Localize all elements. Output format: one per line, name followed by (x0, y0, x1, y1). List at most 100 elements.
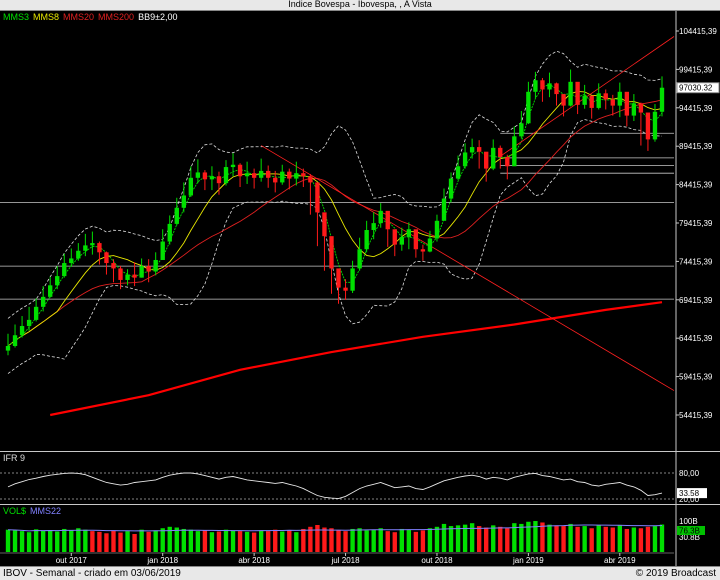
candle-body (223, 167, 229, 184)
candle-body (554, 83, 559, 95)
volume-bar (139, 529, 144, 552)
volume-bar (188, 529, 194, 552)
panel-divider-volume (0, 504, 720, 505)
candle-body (399, 236, 404, 245)
volume-bar (237, 531, 243, 552)
volume-bar (223, 529, 229, 552)
candle-body (195, 172, 201, 178)
candle-body (202, 172, 208, 180)
current-price-label: 97030.32 (679, 84, 713, 93)
ifr-line (7, 472, 663, 500)
x-tick-label: abr 2018 (238, 556, 270, 565)
candle-body (139, 266, 144, 278)
volume-bar (287, 530, 292, 552)
volume-bar (526, 521, 531, 552)
x-tick-label: jan 2019 (512, 556, 544, 565)
candle-body (484, 151, 489, 169)
candle-body (561, 94, 566, 106)
candle-body (273, 177, 278, 183)
candle-body (237, 164, 243, 177)
footer-copyright: © 2019 Broadcast (635, 568, 716, 579)
price-chart[interactable]: 104415,39 99415,39 94415,39 89415,39 84415,3… (0, 11, 720, 451)
volume-bar (554, 525, 559, 552)
candle-body (287, 171, 292, 179)
mms20-line (7, 99, 663, 347)
y-tick-label: 54415,39 (679, 411, 713, 420)
candle-body (364, 230, 369, 250)
candle-body (596, 93, 601, 108)
candle-body (624, 91, 630, 116)
volume-bar (111, 530, 116, 552)
candle-body (645, 112, 651, 140)
candle-body (512, 136, 517, 167)
y-tick-label: 79415,39 (679, 219, 713, 228)
trendline (260, 145, 675, 391)
volume-bar (462, 524, 468, 552)
candle-body (69, 258, 74, 264)
y-tick-label: 104415,39 (679, 27, 717, 36)
volume-bar (448, 526, 454, 552)
candle-body (294, 173, 299, 179)
candle-body (132, 274, 137, 278)
volume-bar (371, 529, 376, 552)
candle-body (125, 274, 130, 280)
volume-bar (40, 530, 46, 552)
volume-bar (399, 528, 404, 552)
volume-bar (350, 528, 355, 552)
volume-bar (294, 532, 299, 552)
candle-body (533, 80, 538, 92)
candle-body (610, 99, 615, 106)
candle-body (90, 243, 95, 246)
y-tick-label: 89415,39 (679, 142, 713, 151)
volume-bar (174, 527, 179, 552)
volume-bar (5, 529, 11, 552)
mms200-line (49, 301, 663, 417)
volume-bar (498, 526, 503, 552)
candle-body (519, 123, 524, 137)
candle-body (568, 81, 573, 106)
volume-bar (146, 531, 151, 552)
volume-bar (153, 530, 158, 552)
volume-bar (631, 527, 637, 552)
volume-bar (505, 528, 510, 552)
volume-bar (364, 530, 369, 552)
candle-body (12, 335, 18, 346)
volume-bar (357, 528, 362, 552)
candle-body (540, 80, 545, 90)
volume-bar (413, 531, 419, 552)
candle-body (174, 207, 179, 224)
candle-body (167, 223, 172, 242)
chart-background (0, 11, 720, 451)
volume-mms22-line (7, 524, 663, 532)
candle-body (448, 178, 454, 199)
volume-bar (491, 525, 496, 552)
legend-mms8: MMS8 (33, 12, 60, 22)
volume-bar (273, 529, 278, 552)
volume-bar (392, 532, 397, 552)
volume-bar (645, 526, 651, 552)
legend-bollinger: BB9±2,00 (138, 12, 178, 22)
ifr-current-tag (677, 488, 707, 499)
candle-body (118, 268, 123, 280)
volume-bar (69, 530, 74, 552)
volume-bar (195, 531, 201, 552)
volume-bar (484, 527, 489, 552)
volume-bar (603, 526, 608, 552)
candle-body (55, 276, 60, 286)
volume-bar (19, 531, 25, 552)
volume-bar (132, 534, 137, 552)
candle-body (491, 147, 496, 169)
candle-body (357, 249, 362, 269)
volume-bar (12, 530, 18, 552)
volume-bar (251, 532, 257, 552)
footer-info: IBOV - Semanal - criado em 03/06/2019 (3, 568, 181, 579)
candle-body (526, 91, 531, 124)
volume-bar (160, 528, 165, 552)
candle-body (617, 91, 622, 106)
candle-body (160, 241, 165, 260)
volume-mms22-label: MMS22 (30, 506, 62, 516)
candle-body (188, 177, 194, 196)
volume-bar (48, 530, 53, 552)
